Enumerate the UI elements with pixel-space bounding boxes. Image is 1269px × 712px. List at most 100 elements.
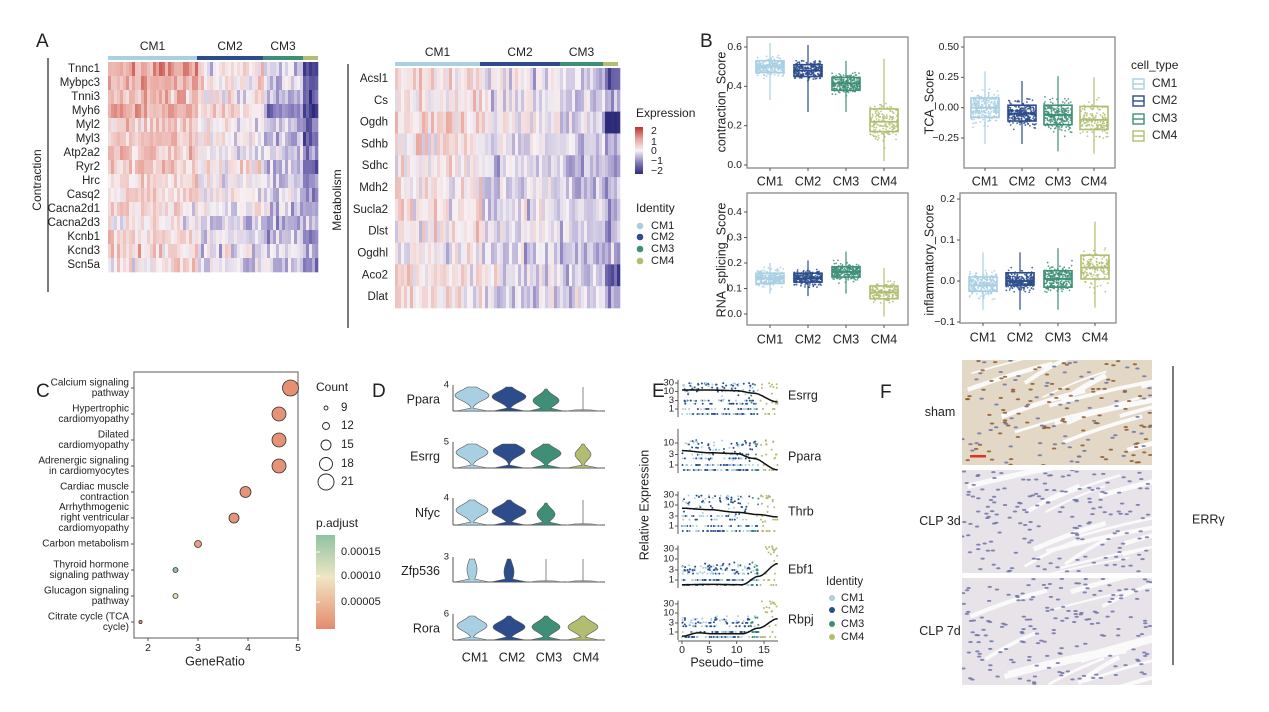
heatmap-cell — [117, 76, 121, 91]
heatmap-cell — [536, 264, 540, 287]
jitter-point — [773, 73, 776, 76]
jitter-point — [835, 277, 838, 280]
heatmap-cell — [312, 118, 316, 133]
heatmap-cell — [234, 62, 238, 77]
heatmap-cell — [605, 177, 609, 200]
jitter-point — [856, 279, 859, 281]
heatmap-cell — [401, 68, 405, 91]
heatmap-cell — [246, 202, 250, 217]
heatmap-cell — [135, 230, 139, 245]
jitter-point — [844, 85, 847, 88]
jitter-point — [795, 283, 798, 286]
jitter-point — [770, 288, 773, 291]
heatmap-cell — [401, 198, 405, 222]
heatmap-cell — [309, 132, 313, 147]
jitter-point — [1103, 130, 1106, 132]
heatmap-cell — [524, 286, 528, 309]
heatmap-cell — [180, 188, 184, 203]
heatmap-cell — [557, 89, 561, 112]
heatmap-cell — [494, 220, 498, 243]
heatmap-cell — [581, 286, 585, 309]
heatmap-cell — [225, 90, 229, 105]
gene-label: Aco2 — [362, 269, 388, 281]
jitter-point — [877, 111, 880, 114]
heatmap-cell — [476, 198, 480, 222]
heatmap-cell — [536, 68, 540, 91]
heatmap-cell — [174, 160, 178, 175]
panel-label-d: D — [372, 381, 386, 402]
jitter-point — [842, 74, 845, 77]
jitter-point — [987, 100, 990, 102]
heatmap-cell — [515, 155, 519, 178]
heatmap-cell — [237, 230, 241, 245]
heatmap-cell — [431, 220, 435, 243]
heatmap-cell — [195, 244, 199, 259]
heatmap-cell — [306, 118, 310, 133]
heatmap-cell — [470, 68, 474, 91]
heatmap-cell — [180, 104, 184, 119]
jitter-point — [1027, 116, 1029, 119]
heatmap-cell — [126, 146, 130, 161]
x-tick-label: CM1 — [757, 332, 783, 346]
heatmap-cell — [464, 89, 468, 112]
heatmap-cell — [171, 174, 175, 189]
heatmap-cell — [599, 286, 603, 309]
heatmap-cell — [138, 104, 142, 119]
jitter-point — [885, 114, 888, 116]
heatmap-cell — [315, 216, 319, 231]
jitter-point — [974, 110, 977, 113]
heatmap-cell — [614, 198, 618, 222]
heatmap-cell — [258, 132, 262, 147]
heatmap-cell — [108, 146, 112, 161]
heatmap-cell — [204, 104, 208, 119]
jitter-point — [1065, 120, 1068, 122]
heatmap-cell — [147, 118, 151, 133]
jitter-point — [996, 109, 998, 112]
heatmap-cell — [156, 160, 160, 175]
heatmap-cell — [162, 244, 166, 259]
group-bar-CM2 — [480, 62, 560, 66]
heatmap-cell — [617, 155, 621, 178]
heatmap-cell — [458, 286, 462, 309]
heatmap-cell — [138, 90, 142, 105]
heatmap-cell — [590, 220, 594, 243]
gene-label: Hrc — [82, 175, 100, 187]
heatmap-cell — [551, 177, 555, 200]
heatmap-cell — [186, 118, 190, 133]
heatmap-cell — [210, 202, 214, 217]
heatmap-cell — [183, 188, 187, 203]
heatmap-cell — [404, 89, 408, 112]
jitter-point — [894, 292, 896, 295]
heatmap-cell — [458, 220, 462, 243]
heatmap-cell — [213, 146, 217, 161]
heatmap-cell — [479, 177, 483, 200]
heatmap-cell — [476, 133, 480, 156]
heatmap-cell — [542, 264, 546, 287]
heatmap-cell — [500, 89, 504, 112]
heatmap-cell — [159, 244, 163, 259]
heatmap-cell — [401, 133, 405, 156]
heatmap-cell — [195, 160, 199, 175]
heatmap-cell — [264, 62, 268, 77]
heatmap-cell — [162, 258, 166, 273]
heatmap-cell — [237, 146, 241, 161]
heatmap-cell — [482, 220, 486, 243]
jitter-point — [1044, 96, 1046, 98]
heatmap-cell — [129, 118, 133, 133]
heatmap-cell — [608, 242, 612, 265]
heatmap-cell — [126, 62, 130, 77]
heatmap-cell — [488, 286, 492, 309]
jitter-point — [1033, 127, 1036, 129]
heatmap-cell — [431, 286, 435, 309]
heatmap-cell — [428, 177, 432, 200]
heatmap-cell — [138, 244, 142, 259]
heatmap-cell — [126, 258, 130, 273]
heatmap-cell — [252, 258, 256, 273]
jitter-point — [1018, 114, 1021, 117]
heatmap-cell — [303, 118, 307, 133]
heatmap-cell — [497, 89, 501, 112]
heatmap-cell — [611, 111, 615, 134]
jitter-point — [1044, 116, 1047, 119]
jitter-point — [777, 54, 780, 57]
